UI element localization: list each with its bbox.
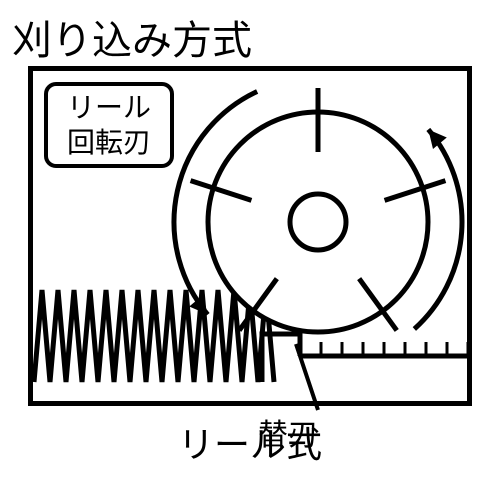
diagram-bottom-label: リール式 xyxy=(0,416,500,468)
